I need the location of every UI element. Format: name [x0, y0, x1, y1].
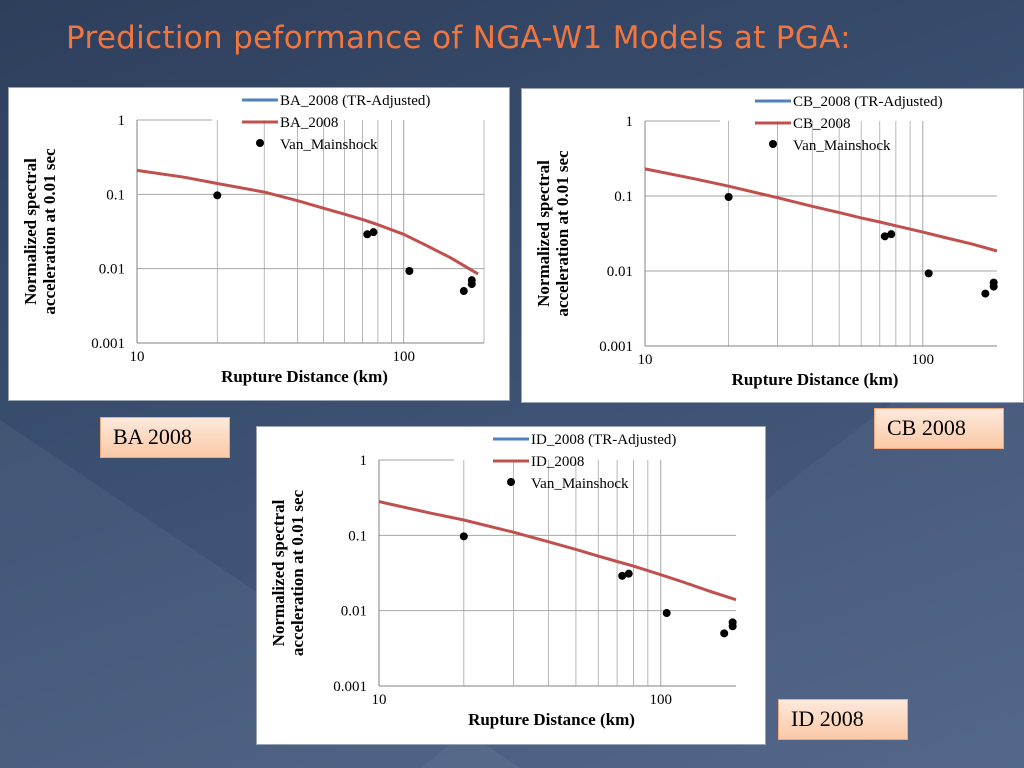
legend-swatch-van-mainshock: [256, 139, 264, 147]
data-point-van-mainshock: [720, 629, 729, 638]
model-tag-ba-2008: BA 2008: [100, 417, 230, 458]
x-tick-label: 10: [638, 352, 653, 368]
data-point-van-mainshock: [618, 571, 627, 580]
series-line-model: [136, 168, 479, 276]
y-axis-title-line: acceleration at 0.01 sec: [40, 148, 59, 315]
gridlines: [137, 119, 485, 343]
y-tick-label: 0.001: [333, 679, 367, 695]
x-axis-title: Rupture Distance (km): [732, 370, 899, 389]
data-point-van-mainshock: [981, 289, 990, 298]
data-point-van-mainshock: [662, 609, 671, 618]
legend: BA_2008 (TR-Adjusted) BA_2008 Van_Mainshoc…: [242, 93, 430, 153]
legend-label: ID_2008 (TR-Adjusted): [531, 432, 676, 448]
model-tag-id-2008: ID 2008: [778, 699, 908, 740]
legend: ID_2008 (TR-Adjusted) ID_2008 Van_Mainshoc…: [493, 432, 676, 492]
y-axis-title-line: Normalized spectral: [534, 160, 553, 307]
data-point-van-mainshock: [467, 276, 476, 285]
legend-swatch-van-mainshock: [507, 478, 515, 486]
data-point-van-mainshock: [405, 267, 414, 276]
y-tick-label: 1: [118, 113, 126, 129]
y-tick-label: 1: [626, 114, 634, 130]
data-point-van-mainshock: [369, 228, 378, 237]
x-tick-label: 100: [392, 349, 415, 365]
model-tag-cb-2008: CB 2008: [874, 408, 1004, 449]
y-tick-label: 0.01: [607, 264, 633, 280]
y-axis-title-line: acceleration at 0.01 sec: [288, 489, 307, 656]
chart-svg: 0.001 0.01 0.1 1 10 100 Rupture Distance (km) N…: [269, 432, 737, 729]
data-point-van-mainshock: [924, 269, 933, 278]
gridlines: [379, 459, 736, 686]
y-axis-title-line: Normalized spectral: [21, 158, 40, 305]
legend-label: BA_2008: [280, 115, 338, 131]
chart-panel-id-2008: 0.001 0.01 0.1 1 10 100 Rupture Distance (km) N…: [256, 426, 766, 745]
legend-label: CB_2008 (TR-Adjusted): [793, 94, 943, 110]
legend-label: Van_Mainshock: [280, 137, 378, 153]
x-tick-label: 100: [912, 352, 935, 368]
slide-title: Prediction peformance of NGA-W1 Models a…: [66, 20, 851, 56]
x-axis-title: Rupture Distance (km): [221, 367, 388, 386]
x-tick-label: 10: [130, 349, 145, 365]
data-point-van-mainshock: [624, 569, 633, 578]
y-tick-label: 0.001: [599, 339, 633, 355]
data-point-van-mainshock: [989, 278, 998, 287]
y-axis-title-line: acceleration at 0.01 sec: [553, 150, 572, 317]
data-point-van-mainshock: [724, 192, 733, 201]
data-point-van-mainshock: [459, 287, 468, 296]
data-point-van-mainshock: [213, 191, 222, 200]
y-tick-label: 0.01: [99, 262, 125, 278]
gridlines: [645, 120, 997, 346]
legend-label: Van_Mainshock: [531, 476, 629, 492]
series-line-model: [644, 167, 998, 253]
legend-label: CB_2008: [793, 116, 851, 132]
legend-label: ID_2008: [531, 454, 584, 470]
chart-svg: 0.001 0.01 0.1 1 10 100 Rupture Distance (km) N…: [534, 94, 998, 389]
x-tick-label: 100: [649, 692, 672, 708]
data-point-van-mainshock: [880, 232, 889, 241]
y-axis-title: Normalized spectralacceleration at 0.01 …: [534, 150, 572, 317]
y-axis-title: Normalized spectralacceleration at 0.01 …: [21, 148, 59, 315]
x-tick-label: 10: [372, 692, 387, 708]
chart-panel-cb-2008: 0.001 0.01 0.1 1 10 100 Rupture Distance (km) N…: [521, 88, 1024, 403]
data-point-van-mainshock: [887, 230, 896, 239]
y-tick-label: 0.1: [348, 528, 367, 544]
data-point-van-mainshock: [728, 618, 737, 627]
y-tick-label: 1: [360, 453, 368, 469]
legend: CB_2008 (TR-Adjusted) CB_2008 Van_Mainshoc…: [755, 94, 943, 154]
data-point-van-mainshock: [363, 230, 372, 239]
legend-label: Van_Mainshock: [793, 138, 891, 154]
legend-swatch-van-mainshock: [769, 140, 777, 148]
chart-panel-ba-2008: 0.001 0.01 0.1 1 10 100 Rupture Distance (km) N…: [8, 87, 510, 401]
x-axis-title: Rupture Distance (km): [468, 710, 635, 729]
y-axis-title: Normalized spectralacceleration at 0.01 …: [269, 489, 307, 656]
y-tick-label: 0.001: [91, 336, 125, 352]
data-point-van-mainshock: [459, 532, 468, 541]
legend-label: BA_2008 (TR-Adjusted): [280, 93, 430, 109]
y-tick-label: 0.1: [614, 189, 633, 205]
series-line-model: [378, 500, 737, 602]
y-tick-label: 0.01: [341, 604, 367, 620]
y-axis-title-line: Normalized spectral: [269, 499, 288, 646]
y-tick-label: 0.1: [106, 187, 125, 203]
